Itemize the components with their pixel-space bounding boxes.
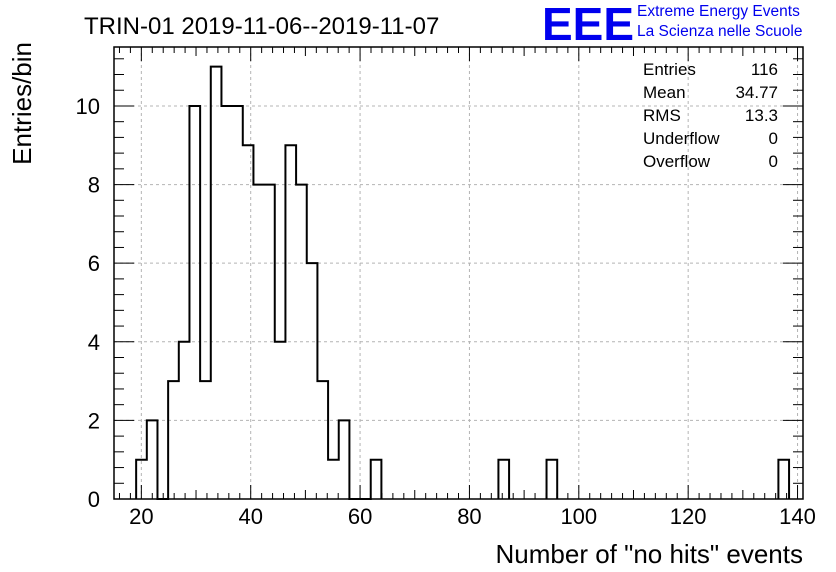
stat-label: RMS (643, 106, 681, 125)
logo-line-2: La Scienza nelle Scuole (637, 23, 803, 40)
x-tick-label: 120 (670, 504, 707, 529)
histogram-bars (545, 458, 559, 499)
stat-value: 34.77 (735, 83, 778, 102)
logo-line-1: Extreme Energy Events (637, 3, 800, 20)
stat-value: 0 (768, 152, 778, 171)
y-tick-label: 4 (88, 330, 100, 355)
histogram-bars (497, 458, 511, 499)
stat-label: Mean (643, 83, 686, 102)
chart-title: TRIN-01 2019-11-06--2019-11-07 (84, 13, 439, 40)
x-tick-label: 140 (779, 504, 816, 529)
y-tick-label: 2 (88, 408, 100, 433)
stat-underflow: Underflow 0 (643, 129, 778, 149)
x-tick-label: 20 (129, 504, 153, 529)
y-tick-label: 8 (88, 173, 100, 198)
x-tick-label: 80 (457, 504, 481, 529)
stat-value: 13.3 (744, 106, 778, 125)
y-axis-label: Entries/bin (7, 42, 37, 165)
eee-logo-icon: EEE (542, 2, 634, 46)
plot-area: 20 40 60 80 100 120 140 0 2 4 6 8 10 (76, 46, 816, 529)
histogram-bars (777, 458, 791, 499)
stat-overflow: Overflow 0 (643, 152, 778, 172)
histogram-bars (135, 65, 383, 500)
x-axis-label: Number of "no hits" events (496, 539, 804, 569)
stat-mean: Mean 34.77 (643, 83, 778, 103)
stat-entries: Entries 116 (643, 60, 778, 80)
y-tick-label: 10 (76, 94, 100, 119)
y-tick-label: 6 (88, 251, 100, 276)
stat-rms: RMS 13.3 (643, 106, 778, 126)
stat-label: Underflow (643, 129, 720, 148)
stat-label: Entries (643, 60, 696, 79)
x-tick-label: 100 (560, 504, 597, 529)
stat-value: 116 (750, 60, 778, 79)
svg-text:EEE: EEE (542, 2, 634, 46)
stat-value: 0 (768, 129, 778, 148)
logo-caption: Extreme Energy Events La Scienza nelle S… (637, 2, 802, 42)
stat-label: Overflow (643, 152, 711, 171)
y-tick-label: 0 (88, 487, 100, 512)
x-tick-label: 60 (348, 504, 372, 529)
x-tick-label: 40 (238, 504, 262, 529)
